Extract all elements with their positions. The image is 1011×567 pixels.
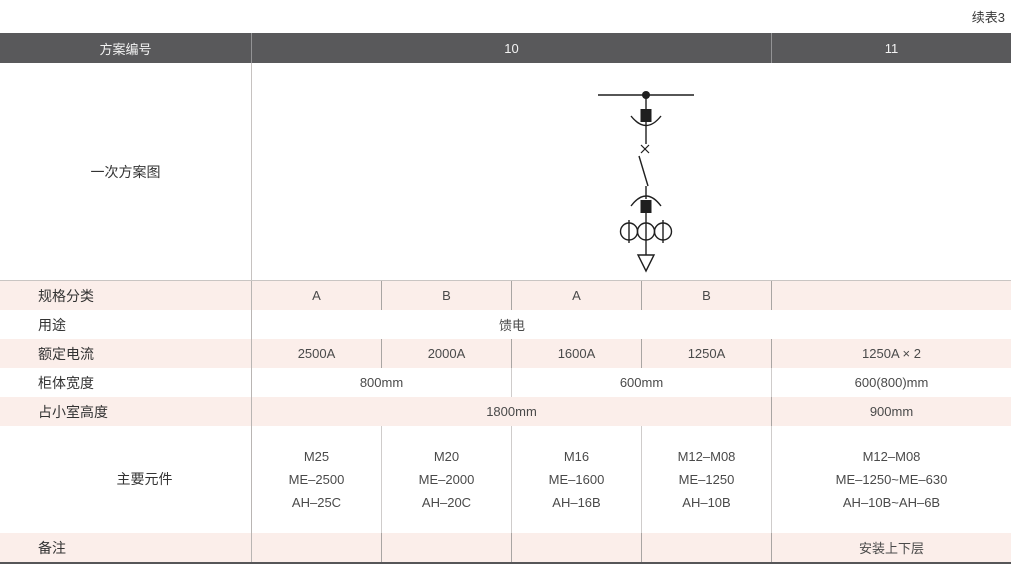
table-header-row: 方案编号 10 11 <box>0 33 1011 63</box>
usage-cell-scheme11 <box>772 310 1011 339</box>
compartment-height-label: 占小室高度 <box>0 397 252 426</box>
spec-row-label: 规格分类 <box>0 281 252 310</box>
header-scheme-11: 11 <box>884 40 899 56</box>
components-cell-11: M12–M08 ME–1250~ME–630 AH–10B~AH–6B <box>835 449 948 510</box>
current-cell-4: 1250A <box>642 339 772 368</box>
current-transformer-icons <box>619 220 673 243</box>
components-cell-1: M25 ME–2500 AH–25C <box>252 426 382 533</box>
usage-cell-scheme10: 馈电 <box>498 318 525 333</box>
header-scheme-number-label: 方案编号 <box>0 33 252 63</box>
usage-row: 用途 馈电 <box>0 310 1011 339</box>
drawout-contact-lower-icon <box>630 195 662 213</box>
remarks-cell-4 <box>642 533 772 562</box>
current-cell-2: 2000A <box>382 339 512 368</box>
components-cell-3: M16 ME–1600 AH–16B <box>512 426 642 533</box>
spec-cell-3: A <box>512 281 642 310</box>
header-scheme-10: 10 <box>252 33 772 63</box>
remarks-cell-3 <box>512 533 642 562</box>
components-cell-4: M12–M08 ME–1250 AH–10B <box>642 426 772 533</box>
cabinet-width-label: 柜体宽度 <box>0 368 252 397</box>
compartment-height-row: 占小室高度 1800mm 900mm <box>0 397 1011 426</box>
cabinet-width-row: 柜体宽度 800mm 600mm 600(800)mm <box>0 368 1011 397</box>
rated-current-row: 额定电流 2500A 2000A 1600A 1250A 1250A × 2 <box>0 339 1011 368</box>
remarks-cell-11: 安装上下层 <box>858 541 924 556</box>
feeder-arrow-icon <box>636 254 656 273</box>
width-cell-ab: 800mm <box>252 368 512 397</box>
usage-row-label: 用途 <box>0 310 252 339</box>
remarks-cell-1 <box>252 533 382 562</box>
spec-cell-2: B <box>382 281 512 310</box>
height-cell-11: 900mm <box>869 404 914 419</box>
diagram-row: 一次方案图 <box>0 63 1011 281</box>
spec-classification-row: 规格分类 A B A B <box>0 281 1011 310</box>
current-cell-3: 1600A <box>512 339 642 368</box>
continued-table-label: 续表3 <box>971 10 1005 25</box>
spec-cell-1: A <box>252 281 382 310</box>
width-cell-11: 600(800)mm <box>854 375 929 390</box>
diagram-cell <box>252 63 1011 280</box>
main-components-label: 主要元件 <box>0 426 252 533</box>
main-components-row: 主要元件 M25 ME–2500 AH–25C M20 ME–2000 AH–2… <box>0 426 1011 533</box>
continued-table-caption: 续表3 <box>0 0 1011 33</box>
width-cell-cd: 600mm <box>512 368 772 397</box>
components-cell-2: M20 ME–2000 AH–20C <box>382 426 512 533</box>
remarks-label: 备注 <box>0 533 252 562</box>
one-line-feeder-diagram <box>598 91 694 273</box>
rated-current-label: 额定电流 <box>0 339 252 368</box>
remarks-row: 备注 安装上下层 <box>0 533 1011 564</box>
isolator-cross-icon <box>640 144 650 154</box>
height-cell-scheme10: 1800mm <box>252 397 772 426</box>
spec-cell-4: B <box>642 281 772 310</box>
remarks-cell-2 <box>382 533 512 562</box>
spec-cell-11 <box>772 281 1011 310</box>
breaker-blade-icon <box>638 155 649 187</box>
current-cell-1: 2500A <box>252 339 382 368</box>
diagram-row-label: 一次方案图 <box>0 63 252 280</box>
current-cell-11: 1250A × 2 <box>862 346 921 361</box>
